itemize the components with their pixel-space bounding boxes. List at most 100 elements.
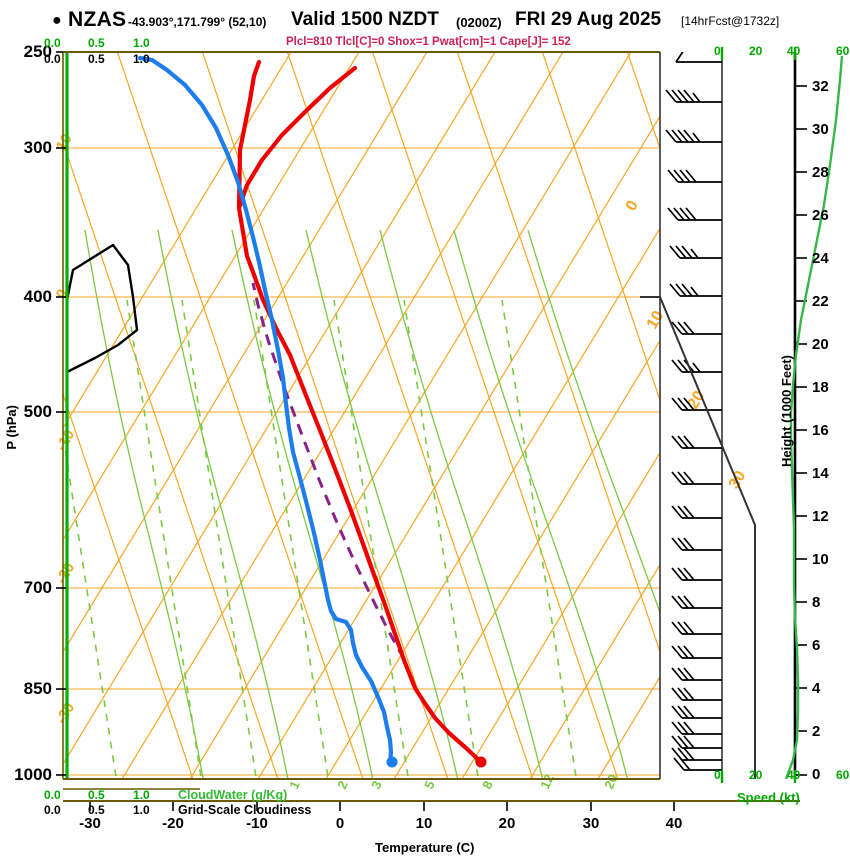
wind-barb — [665, 129, 722, 143]
temp-label--20: -20 — [162, 815, 184, 832]
wind-speed-curve — [784, 55, 844, 779]
temperature-axis-title: Temperature (C) — [375, 840, 475, 855]
speed-scale-top-20: 20 — [749, 44, 763, 58]
wind-barb — [671, 645, 722, 659]
temp-label-10: 10 — [415, 815, 433, 832]
pressure-label-850: 850 — [23, 679, 52, 698]
wind-barb — [671, 471, 722, 485]
speed-scale-top-0: 0 — [714, 44, 721, 58]
svg-text:1: 1 — [286, 778, 303, 791]
surface-temperature-dot — [475, 756, 487, 768]
svg-text:12: 12 — [537, 772, 557, 791]
pressure-label-400: 400 — [23, 287, 52, 306]
wind-barb — [671, 435, 722, 449]
cloudiness-scale-bottom-05: 0.5 — [88, 803, 105, 817]
wind-barb — [671, 705, 722, 719]
valid-time: Valid 1500 NZDT — [291, 9, 439, 30]
cloudwater-axis-title: CloudWater (g/Kg) — [178, 788, 288, 802]
cloudwater-scale-1: 1.0 — [133, 36, 150, 50]
wind-barb — [671, 735, 722, 749]
svg-text:5: 5 — [421, 778, 438, 791]
valid-time-utc: (0200Z) — [456, 15, 502, 30]
speed-scale-bottom-60: 60 — [836, 768, 850, 782]
svg-text:20: 20 — [601, 772, 621, 791]
temp-label-20: 20 — [498, 815, 516, 832]
svg-text:10: 10 — [644, 308, 668, 332]
cloudiness-scale-1: 1.0 — [133, 52, 150, 66]
height-label-6: 6 — [812, 637, 821, 654]
temp-label-30: 30 — [582, 815, 600, 832]
speed-axis-title: Speed (kt) — [737, 790, 800, 805]
height-label-4: 4 — [812, 680, 821, 697]
height-label-14: 14 — [812, 465, 829, 482]
wind-barb — [667, 207, 722, 221]
wind-barb — [671, 721, 722, 735]
isotherm-lines — [63, 52, 660, 779]
height-label-32: 32 — [812, 78, 829, 95]
valid-date: FRI 29 Aug 2025 — [515, 9, 662, 30]
svg-text:30: 30 — [726, 468, 750, 492]
pressure-axis-title: P (hPa) — [4, 405, 19, 450]
wind-barb — [671, 321, 722, 335]
pressure-label-700: 700 — [23, 578, 52, 597]
cloudiness-scale-05: 0.5 — [88, 52, 105, 66]
pressure-label-300: 300 — [23, 138, 52, 157]
temp-label--30: -30 — [79, 815, 101, 832]
wind-barb — [671, 537, 722, 551]
wind-barb — [671, 397, 722, 411]
wind-barb — [665, 89, 722, 103]
wind-barb — [673, 757, 722, 771]
wind-barb — [669, 245, 722, 259]
cloudwater-scale-05: 0.5 — [88, 36, 105, 50]
height-label-20: 20 — [812, 336, 829, 353]
wind-barb — [675, 52, 722, 63]
speed-scale-ticks — [720, 47, 797, 783]
cloudwater-scale-bottom-05: 0.5 — [88, 788, 105, 802]
speed-scale-bottom-40: 40 — [787, 768, 801, 782]
wind-barbs — [665, 52, 722, 771]
temp-label--10: -10 — [246, 815, 268, 832]
speed-scale-bottom-20: 20 — [749, 768, 763, 782]
wind-barb — [671, 667, 722, 681]
height-label-8: 8 — [812, 594, 821, 611]
cloudiness-scale-0: 0.0 — [44, 52, 61, 66]
height-label-12: 12 — [812, 508, 829, 525]
pressure-label-500: 500 — [23, 402, 52, 421]
station-id: NZAS — [68, 8, 127, 31]
surface-dewpoint-dot — [386, 756, 398, 768]
pressure-label-250: 250 — [23, 42, 52, 61]
height-label-0: 0 — [812, 766, 821, 783]
dewpoint-curve — [149, 57, 394, 766]
svg-text:2: 2 — [334, 778, 351, 791]
barb-panel-limit-line — [640, 296, 756, 779]
height-label-10: 10 — [812, 551, 829, 568]
cloudiness-scale-bottom-1: 1.0 — [133, 803, 150, 817]
temp-label-40: 40 — [665, 815, 683, 832]
wind-barb — [671, 621, 722, 635]
cloudwater-scale-bottom-1: 1.0 — [133, 788, 150, 802]
cloudiness-scale-bottom-0: 0.0 — [44, 803, 61, 817]
isotherm-labels-right: 0 10 20 30 — [623, 198, 750, 492]
station-marker-dot: ● — [52, 12, 62, 29]
wind-barb — [671, 359, 722, 373]
height-label-24: 24 — [812, 250, 829, 267]
height-axis-title: Height (1000 Feet) — [779, 355, 794, 467]
wind-barb — [669, 283, 722, 297]
dewpoint-curve-upper — [137, 55, 155, 63]
wind-barb — [671, 687, 722, 701]
height-label-2: 2 — [812, 723, 821, 740]
speed-scale-top-60: 60 — [836, 44, 850, 58]
temperature-ticks — [89, 801, 675, 811]
speed-scale-top-40: 40 — [787, 44, 801, 58]
cloudwater-scale-bottom-0: 0.0 — [44, 788, 61, 802]
sounding-stats: Plcl=810 Tlcl[C]=0 Shox=1 Pwat[cm]=1 Cap… — [286, 36, 571, 48]
svg-text:3: 3 — [368, 778, 385, 791]
cloudwater-scale-0: 0.0 — [44, 36, 61, 50]
cloudiness-axis-title: Grid-Scale Cloudiness — [178, 803, 312, 817]
wind-barb — [671, 567, 722, 581]
parcel-trajectory — [251, 282, 406, 660]
height-label-30: 30 — [812, 121, 829, 138]
pressure-label-1000: 1000 — [14, 765, 52, 784]
height-label-22: 22 — [812, 293, 829, 310]
